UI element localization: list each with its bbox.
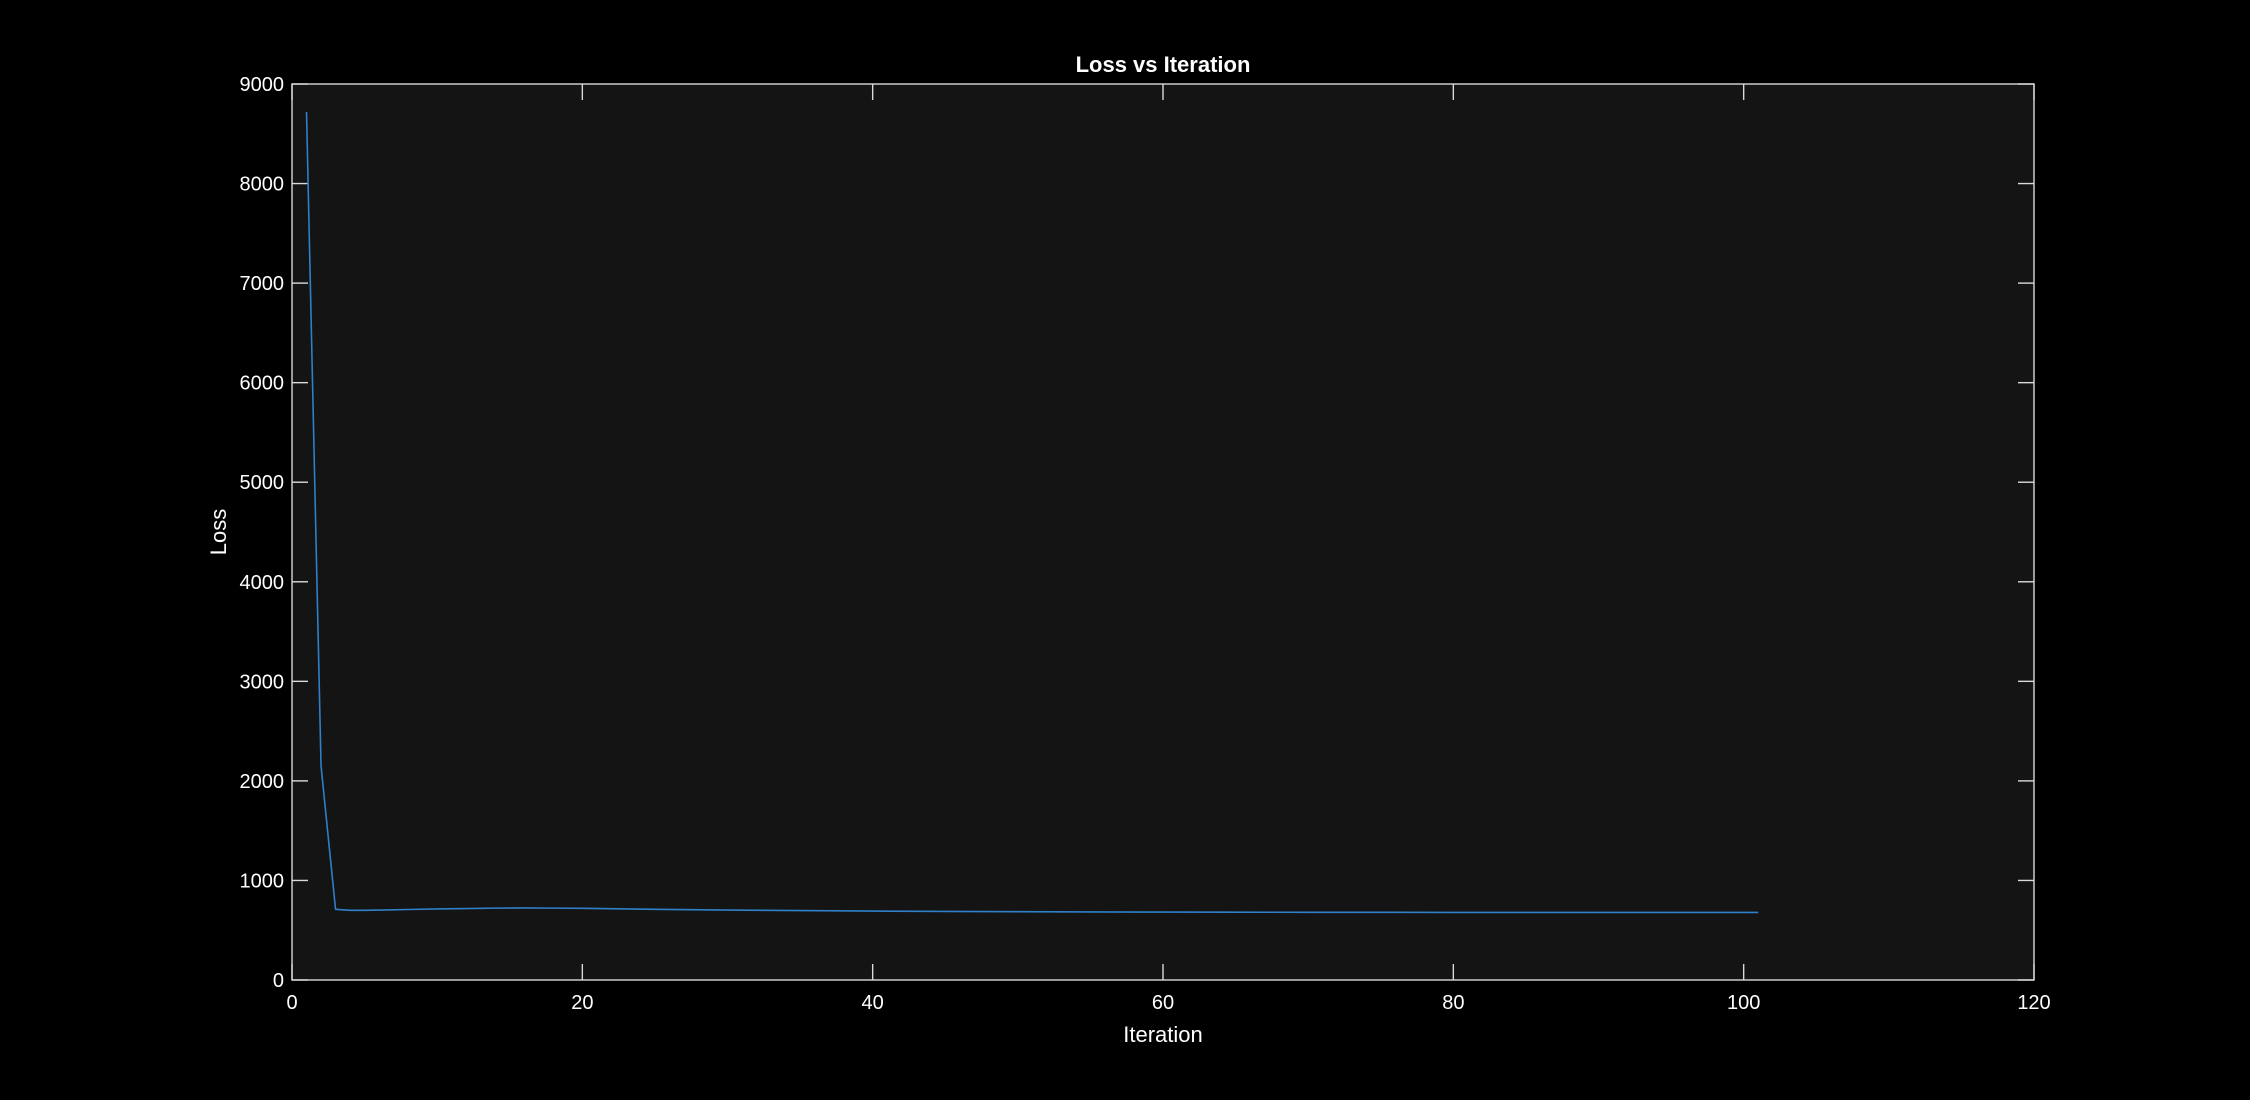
x-tick-label: 0: [286, 992, 297, 1014]
y-tick-labels: 0 1000 2000 3000 4000 5000 6000 7000 8000 9000: [240, 74, 285, 992]
y-axis-label: Loss: [206, 509, 231, 555]
plot-border: [291, 83, 2035, 981]
x-axis-label: Iteration: [1123, 1022, 1203, 1047]
x-tick-labels: 0 20 40 60 80 100 120: [286, 992, 2050, 1014]
y-tick-label: 3000: [240, 671, 285, 693]
y-tick-label: 1000: [240, 870, 285, 892]
y-tick-label: 7000: [240, 273, 285, 295]
loss-series-line: [305, 111, 1759, 914]
x-tick-label: 120: [2017, 992, 2050, 1014]
series-lines: [305, 111, 1759, 914]
plot-area: [292, 84, 2034, 980]
y-tick-label: 5000: [240, 472, 285, 494]
x-tick-label: 60: [1152, 992, 1174, 1014]
x-tick-label: 20: [571, 992, 593, 1014]
y-tick-label: 6000: [240, 373, 285, 395]
y-tick-label: 4000: [240, 572, 285, 594]
x-tick-label: 40: [862, 992, 884, 1014]
y-tick-label: 8000: [240, 174, 285, 196]
x-tick-label: 80: [1442, 992, 1464, 1014]
chart-title: Loss vs Iteration: [1076, 52, 1251, 77]
x-tick-label: 100: [1727, 992, 1760, 1014]
y-tick-label: 9000: [240, 74, 285, 96]
y-tick-label: 0: [273, 970, 284, 992]
y-tick-label: 2000: [240, 771, 285, 793]
